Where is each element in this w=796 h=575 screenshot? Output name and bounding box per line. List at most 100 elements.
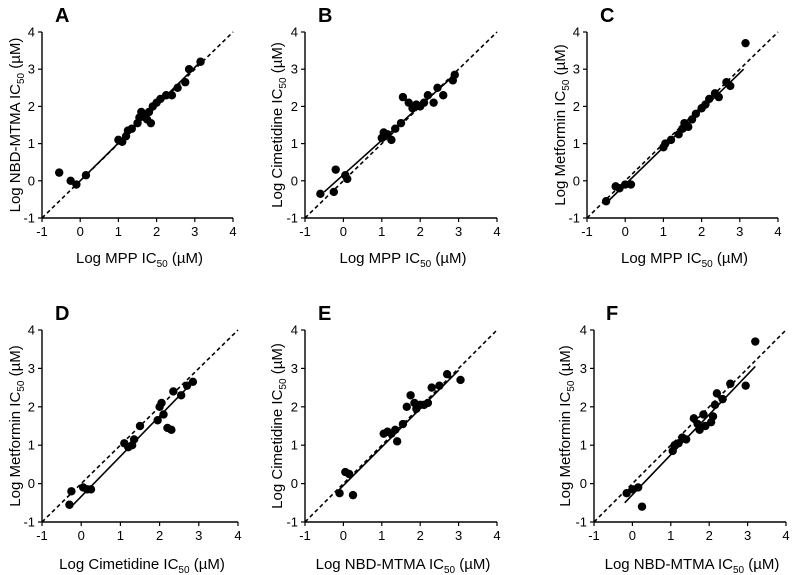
data-point	[751, 337, 760, 346]
x-tick-label: 4	[229, 224, 236, 239]
x-tick-label: 4	[493, 528, 500, 543]
data-point	[153, 416, 162, 425]
data-point	[196, 57, 205, 66]
data-point	[718, 394, 727, 404]
x-tick-label: 1	[378, 224, 385, 239]
x-tick-label: -1	[588, 528, 600, 543]
y-tick-label: 2	[28, 99, 35, 114]
data-point	[726, 379, 735, 388]
x-tick-label: 2	[417, 224, 424, 239]
x-tick-label: 0	[77, 224, 84, 239]
y-axis-label: Log Metformin IC50 (µM)	[7, 345, 27, 506]
data-point	[392, 437, 402, 446]
data-point	[159, 410, 168, 419]
x-tick-label: -1	[299, 224, 311, 239]
x-tick-label: 1	[115, 224, 122, 239]
y-tick-label: -1	[286, 211, 298, 226]
x-axis-label: Log NBD-MTMA IC50 (µM)	[605, 556, 780, 575]
data-point	[439, 91, 448, 100]
y-tick-label: 1	[291, 438, 298, 453]
x-tick-label: 3	[455, 528, 462, 543]
panel-letter: C	[600, 5, 614, 27]
y-tick-label: 3	[580, 361, 587, 376]
y-tick-label: 3	[291, 361, 298, 376]
data-point	[331, 165, 340, 174]
x-tick-label: 3	[191, 224, 198, 239]
panel-a: A -1 0 1 2 3 4 -1 0 1 2 3 4 Log MPP IC50 (µM) Log NBD-…	[7, 5, 237, 270]
x-tick-label: 3	[744, 528, 751, 543]
y-tick-label: 4	[291, 25, 298, 40]
data-point	[67, 487, 76, 496]
data-point	[176, 391, 186, 400]
x-tick-label: -1	[36, 528, 48, 543]
y-tick-label: 1	[28, 438, 35, 453]
y-tick-label: 2	[573, 99, 580, 114]
x-axis-label: Log Cimetidine IC50 (µM)	[59, 556, 225, 575]
data-point	[316, 189, 325, 199]
data-point	[167, 425, 176, 435]
panel-d: D -1 0 1 2 3 4 -1 0 1 2 3 4 Log Cimetidine IC50 (µM) L…	[7, 303, 242, 575]
data-point	[726, 81, 735, 91]
data-point	[741, 38, 750, 48]
x-tick-label: 0	[340, 528, 347, 543]
data-point	[456, 375, 465, 385]
data-point	[169, 387, 178, 396]
data-point	[54, 168, 64, 177]
x-axis-label: Log NBD-MTMA IC50 (µM)	[316, 556, 491, 575]
x-tick-label: 1	[667, 528, 674, 543]
data-point	[626, 180, 636, 189]
data-point	[637, 502, 647, 511]
panel-letter: A	[55, 5, 69, 27]
data-point	[666, 135, 676, 145]
data-point	[398, 92, 408, 102]
y-tick-label: 1	[573, 136, 580, 151]
data-point	[127, 124, 136, 133]
y-tick-label: 2	[291, 99, 298, 114]
data-point	[450, 70, 459, 79]
data-point	[391, 124, 400, 133]
data-point	[335, 489, 344, 498]
data-point	[81, 171, 91, 180]
data-point	[343, 174, 352, 184]
data-point	[65, 500, 74, 509]
x-tick-label: 0	[629, 528, 636, 543]
data-point	[433, 83, 442, 93]
data-point	[129, 435, 139, 444]
y-tick-label: 0	[573, 173, 580, 188]
data-point	[146, 118, 156, 128]
panel-b: B -1 0 1 2 3 4 -1 0 1 2 3 4 Log MPP IC50 (µM) Log Cime…	[269, 5, 501, 270]
data-point	[173, 83, 182, 93]
data-point	[601, 197, 611, 206]
y-tick-label: 0	[580, 476, 587, 491]
y-tick-label: 0	[28, 476, 35, 491]
y-tick-label: 3	[28, 62, 35, 77]
y-tick-label: -1	[23, 211, 35, 226]
x-tick-label: 0	[340, 224, 347, 239]
data-point	[398, 419, 408, 429]
x-tick-label: 3	[455, 224, 462, 239]
data-point	[348, 490, 358, 500]
data-point	[135, 421, 145, 431]
data-point	[714, 92, 723, 102]
x-tick-label: 2	[706, 528, 713, 543]
panel-letter: B	[318, 5, 332, 27]
x-tick-label: 2	[417, 528, 424, 543]
data-point	[429, 98, 438, 107]
data-point	[699, 410, 708, 419]
y-tick-label: 0	[291, 476, 298, 491]
x-tick-label: 3	[736, 224, 743, 239]
x-tick-label: 3	[195, 528, 202, 543]
x-tick-label: 1	[660, 224, 667, 239]
x-tick-label: 0	[622, 224, 629, 239]
data-point	[329, 187, 338, 197]
y-axis-label: Log Metformin IC50 (µM)	[552, 44, 572, 205]
data-point	[419, 98, 429, 107]
x-tick-label: 4	[493, 224, 500, 239]
panel-c: C -1 0 1 2 3 4 -1 0 1 2 3 4 Log MPP IC50 (µM) Log Metf…	[552, 5, 782, 270]
data-point	[396, 118, 406, 128]
y-tick-label: 1	[580, 438, 587, 453]
y-tick-label: 2	[291, 399, 298, 414]
